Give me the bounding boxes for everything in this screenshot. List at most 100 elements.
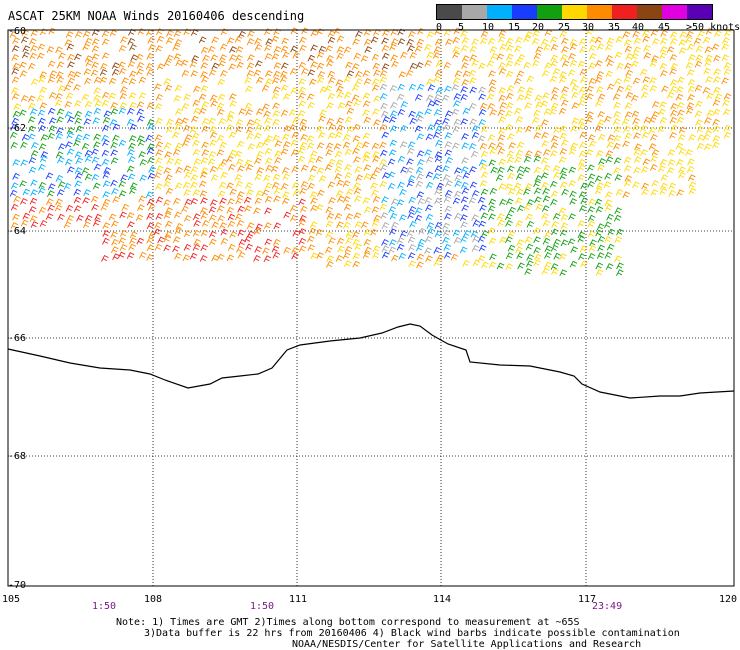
footnote-credit: NOAA/NESDIS/Center for Satellite Applica… <box>292 639 642 650</box>
wind-barb <box>388 149 397 157</box>
wind-barb <box>38 206 47 214</box>
wind-barb <box>345 230 354 238</box>
wind-barb <box>211 36 220 44</box>
wind-barb <box>398 252 407 260</box>
wind-barb <box>460 93 468 101</box>
wind-barb <box>391 254 399 262</box>
wind-barb <box>48 117 57 125</box>
wind-barb <box>711 141 720 149</box>
wind-barb <box>175 108 183 116</box>
footnote-line-1: Note: 1) Times are GMT 2)Times along bot… <box>116 617 580 628</box>
wind-barb <box>336 91 345 99</box>
wind-barb <box>461 79 470 86</box>
wind-barb <box>623 125 631 133</box>
wind-barb <box>472 219 481 227</box>
wind-barb <box>11 45 20 52</box>
wind-barb <box>613 126 622 134</box>
wind-barb <box>390 28 399 36</box>
wind-barb <box>174 84 183 92</box>
wind-barb <box>578 117 586 125</box>
wind-barb <box>382 172 390 179</box>
wind-barb <box>246 119 255 127</box>
wind-barb <box>63 182 72 190</box>
wind-barb <box>427 84 436 92</box>
wind-barb <box>245 126 254 134</box>
wind-barb <box>630 53 639 60</box>
wind-barb <box>102 198 111 206</box>
wind-barb <box>712 118 720 126</box>
lat-label: -60 <box>8 26 27 37</box>
lat-label: -64 <box>8 226 27 237</box>
wind-barb <box>354 166 363 174</box>
lon-label: 105 <box>2 594 21 605</box>
wind-barb <box>559 181 568 189</box>
wind-barb <box>247 30 255 38</box>
wind-barb <box>191 132 200 140</box>
wind-barb <box>336 52 344 60</box>
wind-barb <box>515 173 524 180</box>
wind-barb <box>596 86 604 94</box>
wind-barb <box>208 238 217 246</box>
wind-barb <box>297 155 306 163</box>
wind-barb <box>624 84 633 92</box>
wind-barb <box>244 205 252 213</box>
wind-barb <box>605 263 614 270</box>
wind-barb <box>272 102 280 110</box>
wind-barb <box>253 207 261 215</box>
wind-barb <box>129 237 137 245</box>
wind-barb <box>298 78 307 86</box>
wind-barb <box>480 37 488 45</box>
wind-barb <box>480 125 489 133</box>
wind-barb <box>569 78 578 86</box>
wind-barb <box>336 46 345 54</box>
wind-barb <box>192 99 201 107</box>
wind-barb <box>424 149 432 157</box>
wind-barb <box>371 78 380 86</box>
wind-barb <box>307 157 316 164</box>
wind-barb <box>289 214 298 222</box>
wind-barb <box>201 117 210 125</box>
wind-barb <box>535 101 544 109</box>
wind-barb <box>425 156 434 164</box>
wind-barb <box>73 100 82 107</box>
wind-barb <box>505 236 513 244</box>
wind-barb <box>587 173 596 181</box>
wind-barb <box>460 196 469 204</box>
wind-barb <box>102 230 111 237</box>
wind-barb <box>192 229 201 237</box>
wind-barb <box>110 102 118 109</box>
wind-barb <box>676 101 685 109</box>
wind-barb <box>100 203 109 211</box>
wind-barb <box>101 52 110 60</box>
wind-barb <box>272 134 280 142</box>
wind-barb <box>688 187 697 195</box>
wind-barb <box>550 190 559 198</box>
wind-barb <box>37 187 46 195</box>
wind-barb <box>129 101 137 109</box>
wind-barb <box>174 252 182 260</box>
wind-barb <box>67 70 76 78</box>
wind-barb <box>73 196 82 204</box>
wind-barb <box>128 243 136 251</box>
wind-barb <box>226 155 234 163</box>
wind-barb <box>478 86 486 94</box>
wind-barb <box>173 30 182 38</box>
wind-barb <box>695 100 703 108</box>
wind-barb <box>605 70 614 78</box>
wind-barb <box>326 60 334 67</box>
wind-barb <box>165 54 174 62</box>
wind-barb <box>506 156 515 164</box>
wind-barb <box>389 84 398 92</box>
wind-barb <box>146 212 154 220</box>
wind-barb <box>400 100 409 108</box>
wind-barb <box>507 172 515 180</box>
lon-label: 114 <box>433 594 452 605</box>
wind-barb <box>515 149 524 157</box>
wind-barb <box>91 148 99 156</box>
wind-barb <box>477 255 486 262</box>
wind-barb <box>129 187 137 195</box>
wind-barb <box>632 117 640 125</box>
wind-barb <box>264 52 273 60</box>
wind-barb <box>363 164 372 172</box>
wind-barb <box>198 36 207 44</box>
